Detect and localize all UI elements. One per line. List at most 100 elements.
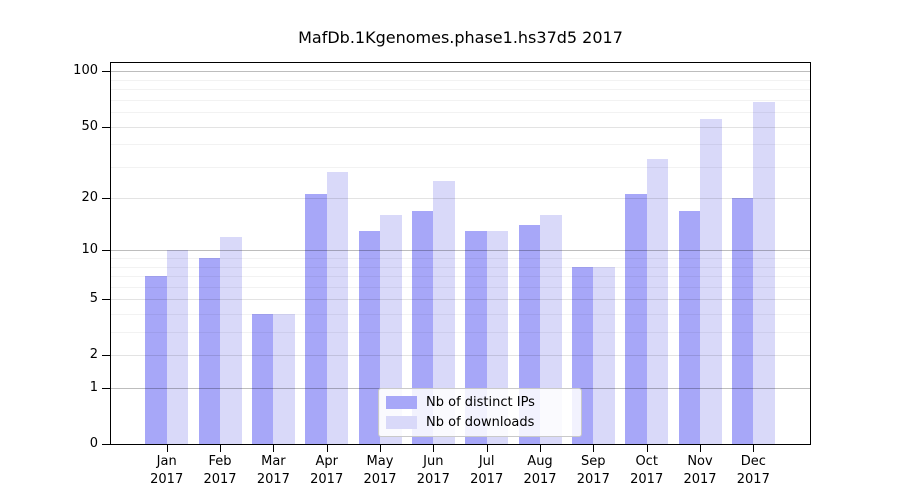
x-tick-year-jun: 2017	[416, 472, 450, 487]
bar-ips-jan	[145, 276, 167, 444]
x-tick-year-oct: 2017	[630, 472, 664, 487]
x-tick-month-sep: Sep	[581, 454, 606, 469]
x-tick-label-feb: Feb 2017	[184, 453, 256, 489]
legend-swatch-distinct-ips	[386, 396, 417, 409]
bar-ips-nov	[678, 210, 700, 444]
x-tick-label-apr: Apr 2017	[291, 453, 363, 489]
x-tick-year-nov: 2017	[683, 472, 717, 487]
y-tick-mark-100	[102, 71, 110, 73]
x-tick-month-oct: Oct	[635, 454, 658, 469]
y-tick-mark-10	[102, 250, 110, 252]
y-tick-mark-1	[102, 388, 110, 389]
x-tick-year-dec: 2017	[736, 472, 770, 487]
x-tick-month-jan: Jan	[156, 454, 177, 469]
x-tick-label-nov: Nov 2017	[664, 453, 736, 489]
gridline-minor-9	[111, 258, 810, 260]
x-tick-year-sep: 2017	[576, 472, 610, 487]
gridline-minor-4	[111, 314, 810, 315]
x-tick-year-mar: 2017	[256, 472, 290, 487]
y-tick-label-2: 2	[89, 347, 98, 363]
bar-downloads-dec	[753, 102, 775, 444]
gridline-minor-6	[111, 286, 810, 288]
x-tick-month-jun: Jun	[423, 454, 444, 469]
gridline-minor-70	[111, 99, 810, 101]
x-tick-mark-jul	[486, 445, 488, 452]
x-tick-month-feb: Feb	[208, 454, 232, 469]
x-tick-mark-apr	[326, 445, 328, 452]
x-tick-label-jan: Jan 2017	[131, 453, 203, 489]
y-tick-label-20: 20	[81, 190, 98, 206]
legend-item-downloads: Nb of downloads	[386, 415, 571, 430]
gridline-minor-30	[111, 166, 810, 168]
x-tick-mark-feb	[220, 445, 221, 452]
bar-ips-mar	[251, 314, 274, 444]
x-tick-mark-dec	[753, 445, 755, 452]
x-tick-month-may: May	[366, 454, 394, 469]
y-tick-mark-2	[102, 355, 110, 357]
bar-downloads-sep	[593, 266, 615, 444]
y-tick-label-10: 10	[81, 242, 98, 258]
bar-downloads-jun	[433, 180, 455, 444]
gridline-minor-90	[111, 79, 810, 81]
gridline-20	[111, 198, 810, 200]
bar-ips-feb	[198, 258, 220, 444]
bar-ips-may	[358, 230, 380, 444]
x-tick-mark-may	[380, 445, 381, 452]
gridline-10	[111, 250, 810, 252]
bar-downloads-jan	[166, 250, 189, 444]
x-tick-year-jan: 2017	[150, 472, 184, 487]
x-tick-month-mar: Mar	[261, 454, 286, 469]
y-tick-label-5: 5	[89, 291, 98, 307]
x-tick-year-aug: 2017	[523, 472, 557, 487]
bar-downloads-oct	[646, 159, 669, 444]
bar-ips-jun	[411, 210, 434, 444]
x-tick-month-aug: Aug	[527, 454, 553, 469]
x-tick-year-apr: 2017	[310, 472, 344, 487]
x-tick-mark-jan	[166, 445, 168, 452]
legend-label-distinct-ips: Nb of distinct IPs	[426, 395, 535, 410]
gridline-minor-8	[111, 266, 810, 268]
gridline-minor-7	[111, 276, 810, 278]
x-tick-label-may: May 2017	[344, 453, 416, 489]
bar-downloads-may	[380, 215, 402, 444]
x-tick-year-jul: 2017	[470, 472, 504, 487]
gridline-minor-3	[111, 332, 810, 334]
x-tick-mark-mar	[273, 445, 275, 452]
gridline-2	[111, 355, 810, 357]
x-tick-month-dec: Dec	[740, 454, 766, 469]
chart-title: MafDb.1Kgenomes.phase1.hs37d5 2017	[298, 28, 623, 47]
x-tick-mark-jun	[433, 445, 435, 452]
x-tick-mark-oct	[646, 445, 648, 452]
x-tick-month-jul: Jul	[478, 454, 495, 469]
x-tick-label-sep: Sep 2017	[557, 453, 629, 489]
legend-swatch-downloads	[386, 416, 417, 429]
gridline-50	[111, 126, 810, 128]
legend-item-distinct-ips: Nb of distinct IPs	[386, 395, 571, 410]
x-tick-year-may: 2017	[363, 472, 397, 487]
y-tick-mark-20	[102, 198, 110, 200]
gridline-minor-80	[111, 89, 810, 91]
x-tick-label-jun: Jun 2017	[397, 453, 469, 489]
bar-ips-oct	[625, 194, 647, 444]
legend-label-downloads: Nb of downloads	[426, 415, 535, 430]
x-tick-label-oct: Oct 2017	[611, 453, 683, 489]
gridline-minor-60	[111, 112, 810, 114]
x-tick-month-nov: Nov	[687, 454, 713, 469]
y-tick-label-100: 100	[73, 63, 98, 79]
x-tick-month-apr: Apr	[315, 454, 338, 469]
legend: Nb of distinct IPs Nb of downloads	[378, 388, 582, 437]
bar-downloads-aug	[540, 215, 562, 444]
y-tick-label-1: 1	[89, 380, 98, 395]
y-tick-mark-5	[102, 299, 110, 301]
x-tick-label-dec: Dec 2017	[717, 453, 789, 489]
gridline-minor-40	[111, 144, 810, 146]
bar-ips-dec	[731, 198, 754, 444]
gridline-5	[111, 299, 810, 301]
x-tick-mark-nov	[700, 445, 701, 452]
bar-downloads-apr	[326, 172, 349, 444]
bar-downloads-mar	[273, 314, 295, 444]
y-tick-mark-50	[102, 126, 110, 128]
x-tick-year-feb: 2017	[203, 472, 237, 487]
bar-downloads-nov	[700, 119, 722, 444]
